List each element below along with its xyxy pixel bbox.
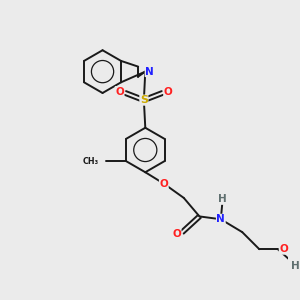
Text: CH₃: CH₃ <box>83 157 99 166</box>
Text: O: O <box>115 87 124 97</box>
Text: O: O <box>172 229 181 238</box>
Text: O: O <box>159 178 168 189</box>
Text: N: N <box>217 214 225 224</box>
Text: N: N <box>145 67 154 76</box>
Text: O: O <box>279 244 288 254</box>
Text: H: H <box>291 261 299 271</box>
Text: O: O <box>164 87 172 97</box>
Text: S: S <box>140 95 148 105</box>
Text: H: H <box>218 194 226 204</box>
